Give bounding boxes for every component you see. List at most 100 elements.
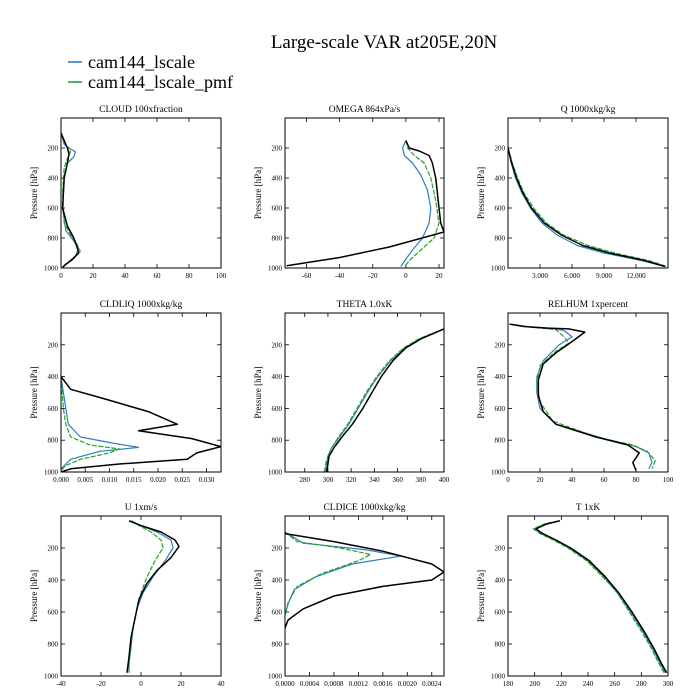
series-obs-line [326,328,444,472]
x-tick-label: 60 [601,476,609,484]
series-obs-line [126,520,180,673]
series-obs-line [508,147,666,268]
panel-title: OMEGA 864xPa/s [329,105,401,115]
series-cam144-lscale-line [61,376,140,470]
y-tick-label: 600 [272,405,283,413]
x-tick-label: 80 [186,272,194,280]
y-tick-label: 1000 [268,469,283,477]
y-tick-label: 200 [272,145,283,153]
x-tick-label: 0 [139,680,143,688]
y-tick-label: 600 [495,405,506,413]
y-tick-label: 600 [495,205,506,213]
x-tick-label: 20 [90,272,98,280]
panel-8: CLDICE 1000xkg/kg Pressure [hPa] 0.0000 0.0… [253,503,445,688]
y-tick-label: 1000 [491,673,506,681]
y-tick-label: 400 [272,577,283,585]
y-tick-label: 800 [272,641,283,649]
x-tick-label: 80 [633,476,641,484]
y-tick-label: 400 [48,373,59,381]
y-tick-label: 200 [272,341,283,349]
x-tick-label: 0.020 [150,476,166,484]
y-axis-label: Pressure [hPa] [476,366,486,418]
y-tick-label: 400 [48,577,59,585]
y-tick-label: 1000 [268,265,283,273]
y-tick-label: 1000 [491,469,506,477]
x-tick-label: 0.0012 [349,680,369,688]
series-cam144-lscale-pmf-line [508,147,668,268]
panel-frame [60,117,222,269]
series-cam144-lscale-pmf-line [128,520,164,673]
series-cam144-lscale-pmf-line [61,132,81,267]
x-tick-label: -60 [302,272,312,280]
panel-7: U 1xm/s Pressure [hPa] -40 -20 0 20 40 200 400 60… [29,503,225,688]
x-tick-label: 0.0004 [300,680,320,688]
panel-5: THETA 1.0xK Pressure [hPa] 280 300 320 340 360… [253,300,450,484]
panel-title: RELHUM 1xpercent [548,300,628,310]
x-tick-label: 0.030 [199,476,215,484]
x-tick-label: 40 [122,272,130,280]
x-tick-label: 20 [436,272,444,280]
x-tick-label: 3.000 [532,272,548,280]
series-cam144-lscale-pmf-line [532,520,665,674]
y-tick-label: 1000 [268,673,283,681]
panel-frame [507,117,669,269]
x-tick-label: 320 [346,476,357,484]
panel-title: CLDLIQ 1000xkg/kg [100,300,183,310]
panel-title: U 1xm/s [125,503,158,513]
x-tick-label: -20 [96,680,106,688]
panel-title: Q 1000xkg/kg [561,105,616,115]
y-tick-label: 600 [48,405,59,413]
y-tick-label: 600 [272,609,283,617]
y-tick-label: 200 [495,545,506,553]
x-tick-label: 300 [663,680,674,688]
x-tick-label: 0 [404,272,408,280]
y-tick-label: 800 [48,641,59,649]
x-tick-label: 340 [369,476,380,484]
x-tick-label: 0.000 [53,476,69,484]
y-tick-label: 800 [495,235,506,243]
y-tick-label: 600 [48,609,59,617]
y-tick-label: 800 [48,437,59,445]
x-tick-label: 0.0000 [275,680,295,688]
y-tick-label: 800 [495,641,506,649]
y-tick-label: 400 [272,373,283,381]
x-tick-label: 0.0020 [398,680,418,688]
x-tick-label: 0.0008 [324,680,344,688]
y-axis-label: Pressure [hPa] [253,366,263,418]
y-tick-label: 1000 [44,265,59,273]
series-obs-line [509,323,640,471]
x-tick-label: 300 [323,476,334,484]
y-tick-label: 200 [48,341,59,349]
panel-6: RELHUM 1xpercent Pressure [hPa] 0 20 40 60 80 1… [476,300,674,484]
x-tick-label: 40 [218,680,226,688]
x-tick-label: 240 [583,680,594,688]
panel-frame [284,117,445,269]
series-cam144-lscale-line [325,328,444,472]
y-tick-label: 200 [495,145,506,153]
y-axis-label: Pressure [hPa] [29,167,39,219]
y-tick-label: 800 [272,235,283,243]
y-tick-label: 400 [495,373,506,381]
x-tick-label: 260 [609,680,620,688]
x-tick-label: 200 [529,680,540,688]
y-axis-label: Pressure [hPa] [29,366,39,418]
x-tick-label: 0.025 [174,476,190,484]
series-obs-line [286,140,444,267]
x-tick-label: -40 [56,680,66,688]
x-tick-label: 280 [299,476,310,484]
panel-1: CLOUD 100xfraction Pressure [hPa] 0 20 40 60 8… [29,104,227,280]
series-cam144-lscale-line [400,140,432,267]
x-tick-label: 100 [216,272,227,280]
x-tick-label: 9.000 [596,272,612,280]
y-tick-label: 200 [48,545,59,553]
x-tick-label: 0 [506,476,510,484]
y-tick-label: 600 [272,205,283,213]
x-tick-label: 380 [416,476,427,484]
series-cam144-lscale-line [534,520,666,674]
x-tick-label: 12.000 [626,272,646,280]
y-tick-label: 400 [48,175,59,183]
y-tick-label: 600 [495,609,506,617]
y-tick-label: 600 [48,205,59,213]
y-tick-label: 400 [495,577,506,585]
x-tick-label: 0.005 [77,476,93,484]
